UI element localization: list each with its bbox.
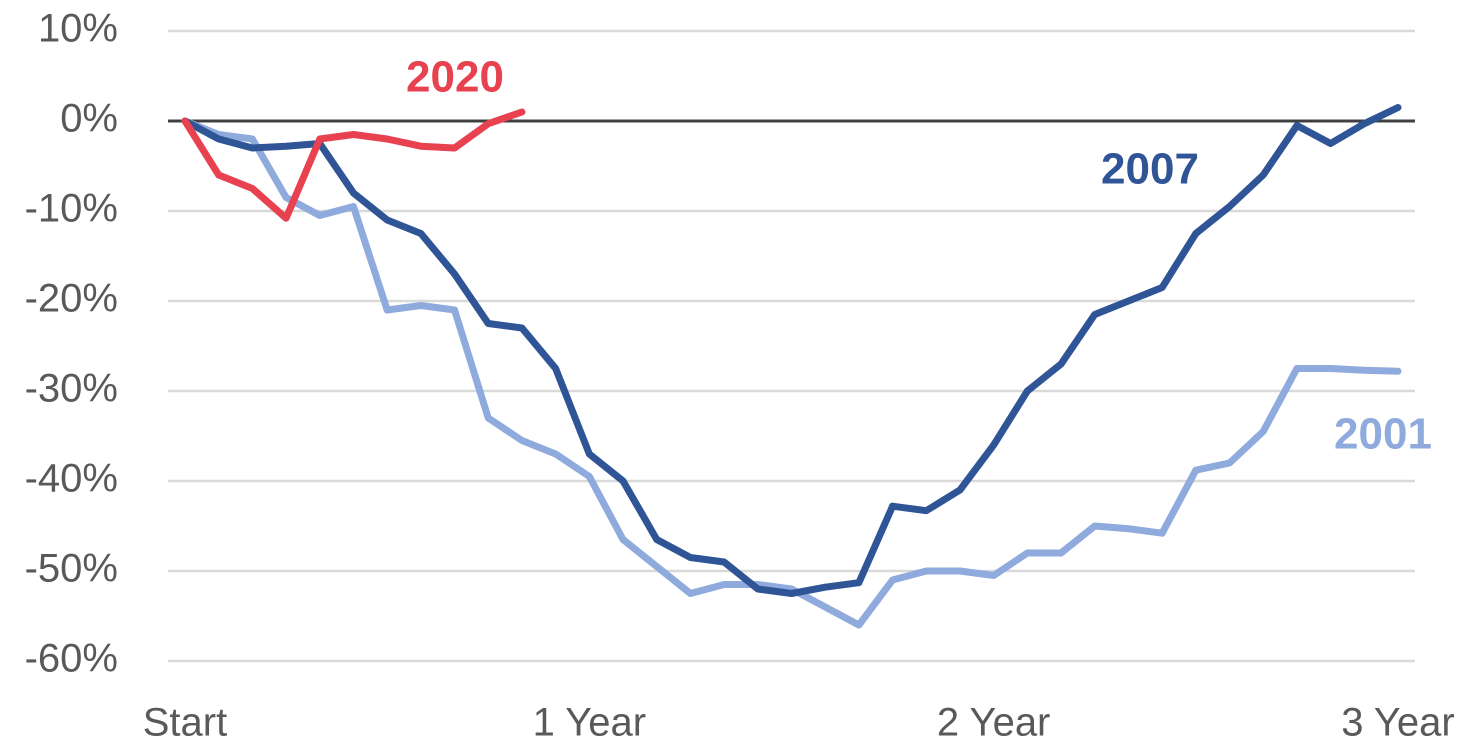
series-line <box>181 104 1402 597</box>
y-tick-label: -30% <box>25 367 118 411</box>
x-tick-label: 3 Year <box>1341 701 1454 745</box>
y-tick-label: -40% <box>25 457 118 501</box>
y-tick-label: -50% <box>25 547 118 591</box>
series-label: 2001 <box>1334 410 1432 459</box>
y-tick-label: 0% <box>60 97 118 141</box>
y-tick-label: -20% <box>25 277 118 321</box>
x-tick-label: 2 Year <box>937 701 1050 745</box>
x-tick-label: Start <box>143 701 227 745</box>
y-tick-label: -60% <box>25 637 118 681</box>
series-label: 2020 <box>406 53 504 102</box>
x-tick-label: 1 Year <box>533 701 646 745</box>
series-line <box>181 117 1402 629</box>
y-tick-label: 10% <box>38 7 118 51</box>
series-line <box>181 108 526 222</box>
y-tick-label: -10% <box>25 187 118 231</box>
series-label: 2007 <box>1101 145 1199 194</box>
